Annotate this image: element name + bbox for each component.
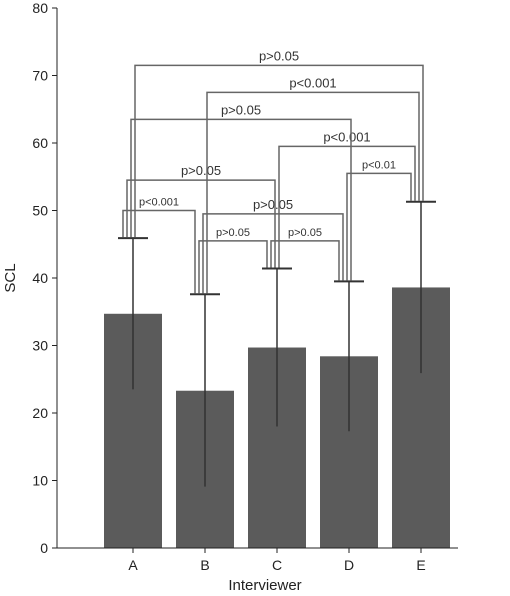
axis-layer: 0 10 20 30 40 50 60 70 80 A B C D E bbox=[32, 0, 458, 573]
comparison-label: p>0.05 bbox=[288, 227, 322, 239]
x-axis-title: Interviewer bbox=[228, 577, 301, 594]
comparison-label: p>0.05 bbox=[253, 197, 293, 212]
comparison-bracket bbox=[206, 91, 420, 294]
y-tick-label: 80 bbox=[32, 0, 48, 16]
comparison-label: p<0.001 bbox=[139, 197, 179, 209]
comparison-label: p>0.05 bbox=[259, 48, 299, 63]
y-tick-label: 40 bbox=[32, 270, 48, 286]
y-axis-title: SCL bbox=[2, 263, 19, 292]
x-tick-label: B bbox=[200, 557, 209, 573]
comparison-label: p<0.001 bbox=[323, 129, 370, 144]
y-tick-label: 10 bbox=[32, 473, 48, 489]
y-tick-label: 20 bbox=[32, 405, 48, 421]
y-tick-label: 60 bbox=[32, 135, 48, 151]
comparison-bracket bbox=[134, 64, 424, 238]
y-tick-label: 70 bbox=[32, 68, 48, 84]
comparison-label: p<0.001 bbox=[289, 75, 336, 90]
y-tick-label: 0 bbox=[40, 540, 48, 556]
y-tick-label: 50 bbox=[32, 203, 48, 219]
x-tick-label: A bbox=[128, 557, 138, 573]
comparison-label: p>0.05 bbox=[221, 102, 261, 117]
comparison-bracket bbox=[346, 172, 412, 281]
bar-layer bbox=[104, 200, 450, 548]
comparison-bracket bbox=[126, 179, 276, 268]
comparison-bracket bbox=[270, 240, 340, 281]
x-tick-label: C bbox=[272, 557, 282, 573]
comparison-bracket bbox=[198, 240, 268, 294]
comparison-label: p>0.05 bbox=[216, 227, 250, 239]
x-tick-label: D bbox=[344, 557, 354, 573]
comparison-bracket bbox=[278, 145, 416, 268]
comparison-label: p<0.01 bbox=[362, 159, 396, 171]
x-tick-label: E bbox=[416, 557, 425, 573]
comparison-label: p>0.05 bbox=[181, 163, 221, 178]
comparison-bracket bbox=[130, 118, 352, 281]
y-tick-label: 30 bbox=[32, 338, 48, 354]
comparison-layer: p<0.001 p>0.05 p>0.05 p>0.05 p<0.01 p>0.05 p<0… bbox=[122, 48, 424, 294]
comparison-bracket bbox=[122, 209, 196, 294]
comparison-bracket bbox=[202, 213, 344, 294]
